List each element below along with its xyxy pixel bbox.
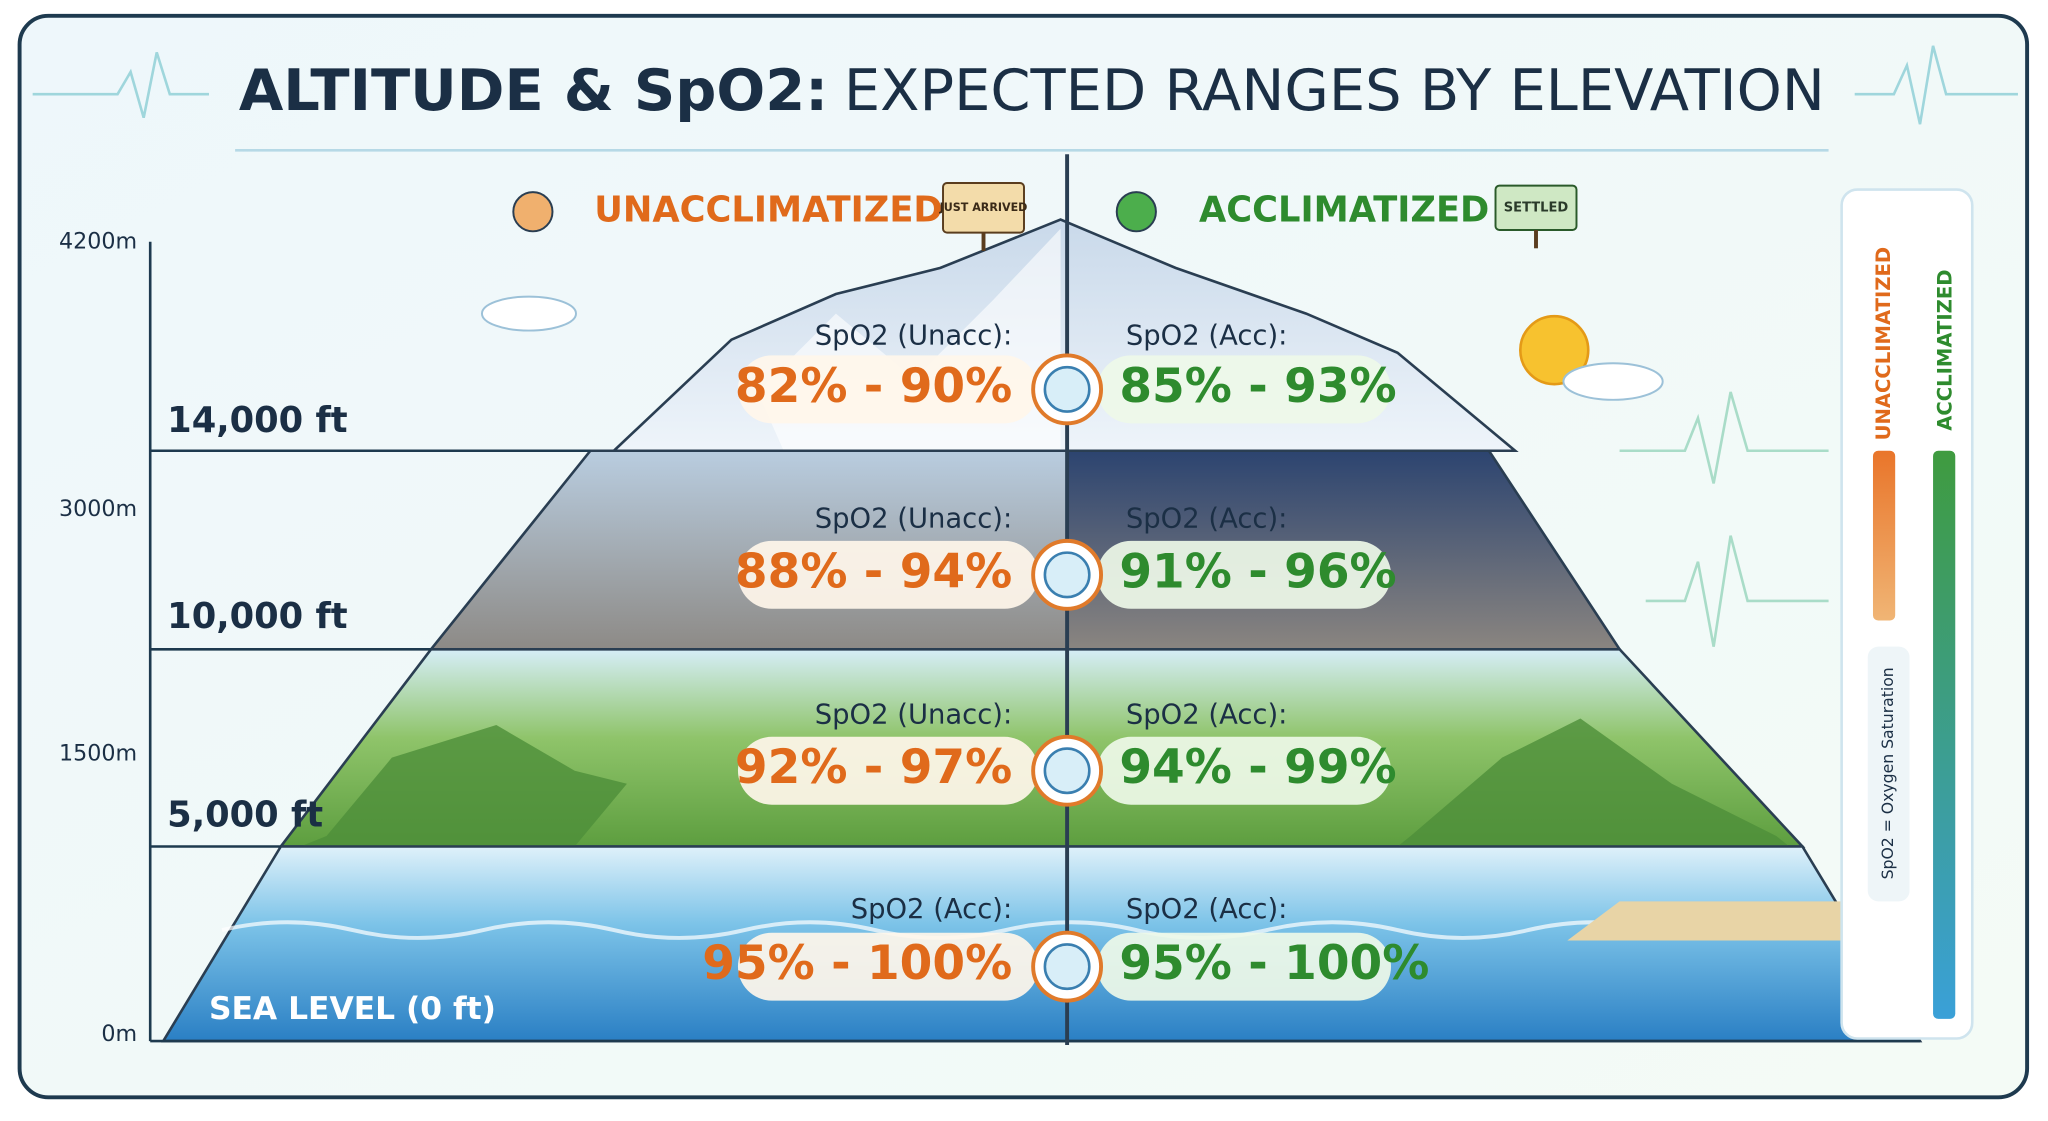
- meter-tick-label: 4200m: [59, 228, 137, 254]
- range-pill: [737, 355, 1039, 424]
- center-icon-inner: [1043, 943, 1091, 991]
- elevation-label: 10,000 ft: [167, 596, 348, 637]
- legend-note-bg: [1867, 646, 1910, 902]
- wave: [221, 920, 1829, 940]
- elevation-label: 5,000 ft: [167, 794, 323, 835]
- spo2-label: SpO2 (Acc):: [851, 894, 1013, 925]
- range-pill: [737, 540, 1039, 609]
- column-header: ACCLIMATIZED: [1199, 190, 1489, 231]
- range-pill: [737, 932, 1039, 1001]
- spo2-range: 82% - 90%: [735, 359, 1012, 414]
- center-icon-inner: [1043, 365, 1091, 413]
- title-bold: ALTITUDE & SpO2:: [239, 57, 828, 124]
- spo2-range: 91% - 96%: [1119, 544, 1396, 599]
- range-pill: [1097, 540, 1392, 609]
- range-pill: [1097, 932, 1392, 1001]
- legend-label: ACCLIMATIZED: [1934, 270, 1957, 431]
- title: ALTITUDE & SpO2: EXPECTED RANGES BY ELEVA…: [239, 57, 1825, 124]
- spo2-range: 94% - 99%: [1119, 740, 1396, 795]
- sun: [1519, 314, 1590, 386]
- legend-note: SpO2 = Oxygen Saturation: [1878, 667, 1897, 879]
- spo2-range: 92% - 97%: [735, 740, 1012, 795]
- hills: [1397, 718, 1790, 847]
- meter-tick-label: 3000m: [59, 496, 137, 522]
- sign-text: JUST ARRIVED: [939, 201, 1028, 214]
- spo2-label: SpO2 (Unacc):: [815, 503, 1013, 534]
- person-icon: [512, 191, 554, 233]
- sign-text: SETTLED: [1504, 200, 1569, 215]
- spo2-range: 88% - 94%: [735, 544, 1012, 599]
- column-header: UNACCLIMATIZED: [594, 190, 942, 231]
- shore: [1567, 901, 1855, 941]
- pulse-line: [1854, 45, 2018, 125]
- center-icon-inner: [1043, 551, 1091, 599]
- spo2-label: SpO2 (Acc):: [1126, 699, 1288, 730]
- center-icon-inner: [1043, 747, 1091, 795]
- spo2-label: SpO2 (Acc):: [1126, 321, 1288, 352]
- pulse-line: [32, 51, 209, 119]
- pulse-line: [1645, 535, 1829, 647]
- legend-label: UNACCLIMATIZED: [1872, 247, 1895, 441]
- spo2-label: SpO2 (Acc):: [1126, 503, 1288, 534]
- legend-bar: [1872, 450, 1896, 621]
- range-pill: [1097, 355, 1392, 424]
- strong-person-icon: [1115, 191, 1157, 233]
- spo2-range: 85% - 93%: [1119, 359, 1396, 414]
- spo2-range: 95% - 100%: [702, 936, 1012, 991]
- cloud: [480, 295, 577, 332]
- spo2-label: SpO2 (Acc):: [1126, 894, 1288, 925]
- hills: [300, 725, 627, 847]
- spo2-label: SpO2 (Unacc):: [815, 321, 1013, 352]
- title-rest: EXPECTED RANGES BY ELEVATION: [844, 57, 1825, 124]
- cloud: [1562, 362, 1664, 401]
- meter-tick-label: 1500m: [59, 740, 137, 766]
- spo2-label: SpO2 (Unacc):: [815, 699, 1013, 730]
- meter-tick-label: 0m: [101, 1021, 137, 1047]
- pulse-line: [1619, 391, 1829, 484]
- levels-group: 4200m 3000m 1500m 0m 14,000 ft SpO2 (Unacc): 8…: [59, 228, 1429, 1047]
- spo2-range: 95% - 100%: [1119, 936, 1429, 991]
- elevation-label: SEA LEVEL (0 ft): [209, 991, 496, 1027]
- elevation-label: 14,000 ft: [167, 400, 348, 441]
- range-pill: [1097, 736, 1392, 805]
- legend-bar: [1933, 450, 1956, 1019]
- range-pill: [737, 736, 1039, 805]
